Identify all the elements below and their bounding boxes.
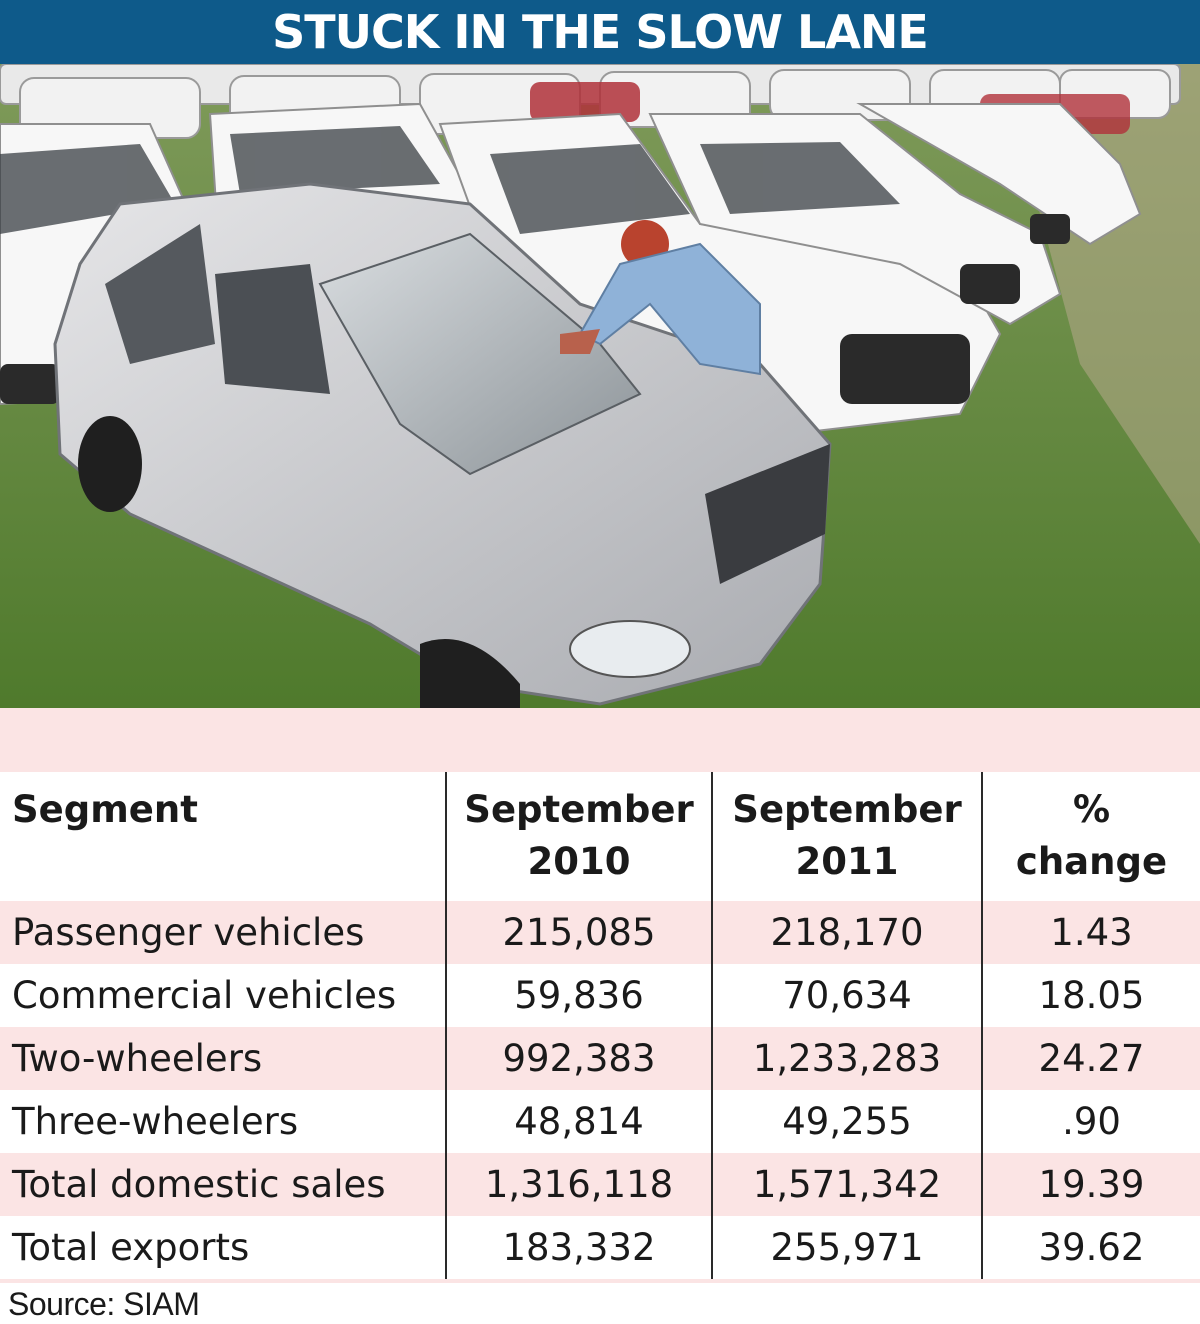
segment-cell: Three-wheelers (12, 1100, 299, 1143)
segment-cell: Commercial vehicles (12, 974, 397, 1017)
percent-change-cell: 24.27 (981, 1027, 1200, 1090)
percent-change-cell: 18.05 (981, 964, 1200, 1027)
table-row: Passenger vehicles 215,085 218,170 1.43 (0, 901, 1200, 964)
sept-2010-cell: 59,836 (445, 964, 712, 1027)
table-row: Total exports 183,332 255,971 39.62 (0, 1216, 1200, 1283)
segment-cell: Passenger vehicles (0, 901, 446, 964)
parked-cars-photo (0, 64, 1200, 708)
source-credit: Source: SIAM (8, 1286, 200, 1322)
table-top-band (0, 708, 1200, 772)
sept-2011-cell: 218,170 (711, 901, 982, 964)
column-header-segment: Segment (12, 788, 198, 831)
table-row: Two-wheelers 992,383 1,233,283 24.27 (0, 1027, 1200, 1090)
table-header-row: Segment September 2010 September 2011 % cha… (0, 772, 1200, 901)
percent-change-cell: .90 (981, 1090, 1200, 1153)
column-header-percent-change: % change (981, 772, 1200, 901)
sept-2011-cell: 70,634 (711, 964, 982, 1027)
percent-change-cell: 1.43 (981, 901, 1200, 964)
segment-cell: Two-wheelers (0, 1027, 446, 1090)
sept-2011-cell: 1,571,342 (711, 1153, 982, 1216)
table-row: Total domestic sales 1,316,118 1,571,342… (0, 1153, 1200, 1216)
table-row: Commercial vehicles 59,836 70,634 18.05 (0, 964, 1200, 1027)
table-row: Three-wheelers 48,814 49,255 .90 (0, 1090, 1200, 1153)
column-header-sept-2011: September 2011 (711, 772, 982, 901)
segment-cell: Total domestic sales (0, 1153, 446, 1216)
sept-2010-cell: 215,085 (445, 901, 712, 964)
sales-table: Segment September 2010 September 2011 % cha… (0, 772, 1200, 1283)
percent-change-cell: 19.39 (981, 1153, 1200, 1216)
sept-2010-cell: 48,814 (445, 1090, 712, 1153)
sept-2011-cell: 1,233,283 (711, 1027, 982, 1090)
sept-2011-cell: 255,971 (711, 1216, 982, 1283)
sept-2010-cell: 992,383 (445, 1027, 712, 1090)
sept-2010-cell: 183,332 (445, 1216, 712, 1283)
column-header-sept-2010: September 2010 (445, 772, 712, 901)
segment-cell: Total exports (0, 1216, 446, 1283)
sept-2010-cell: 1,316,118 (445, 1153, 712, 1216)
sept-2011-cell: 49,255 (711, 1090, 982, 1153)
percent-change-cell: 39.62 (981, 1216, 1200, 1283)
headline: STUCK IN THE SLOW LANE (272, 5, 929, 59)
headline-bar: STUCK IN THE SLOW LANE (0, 0, 1200, 64)
